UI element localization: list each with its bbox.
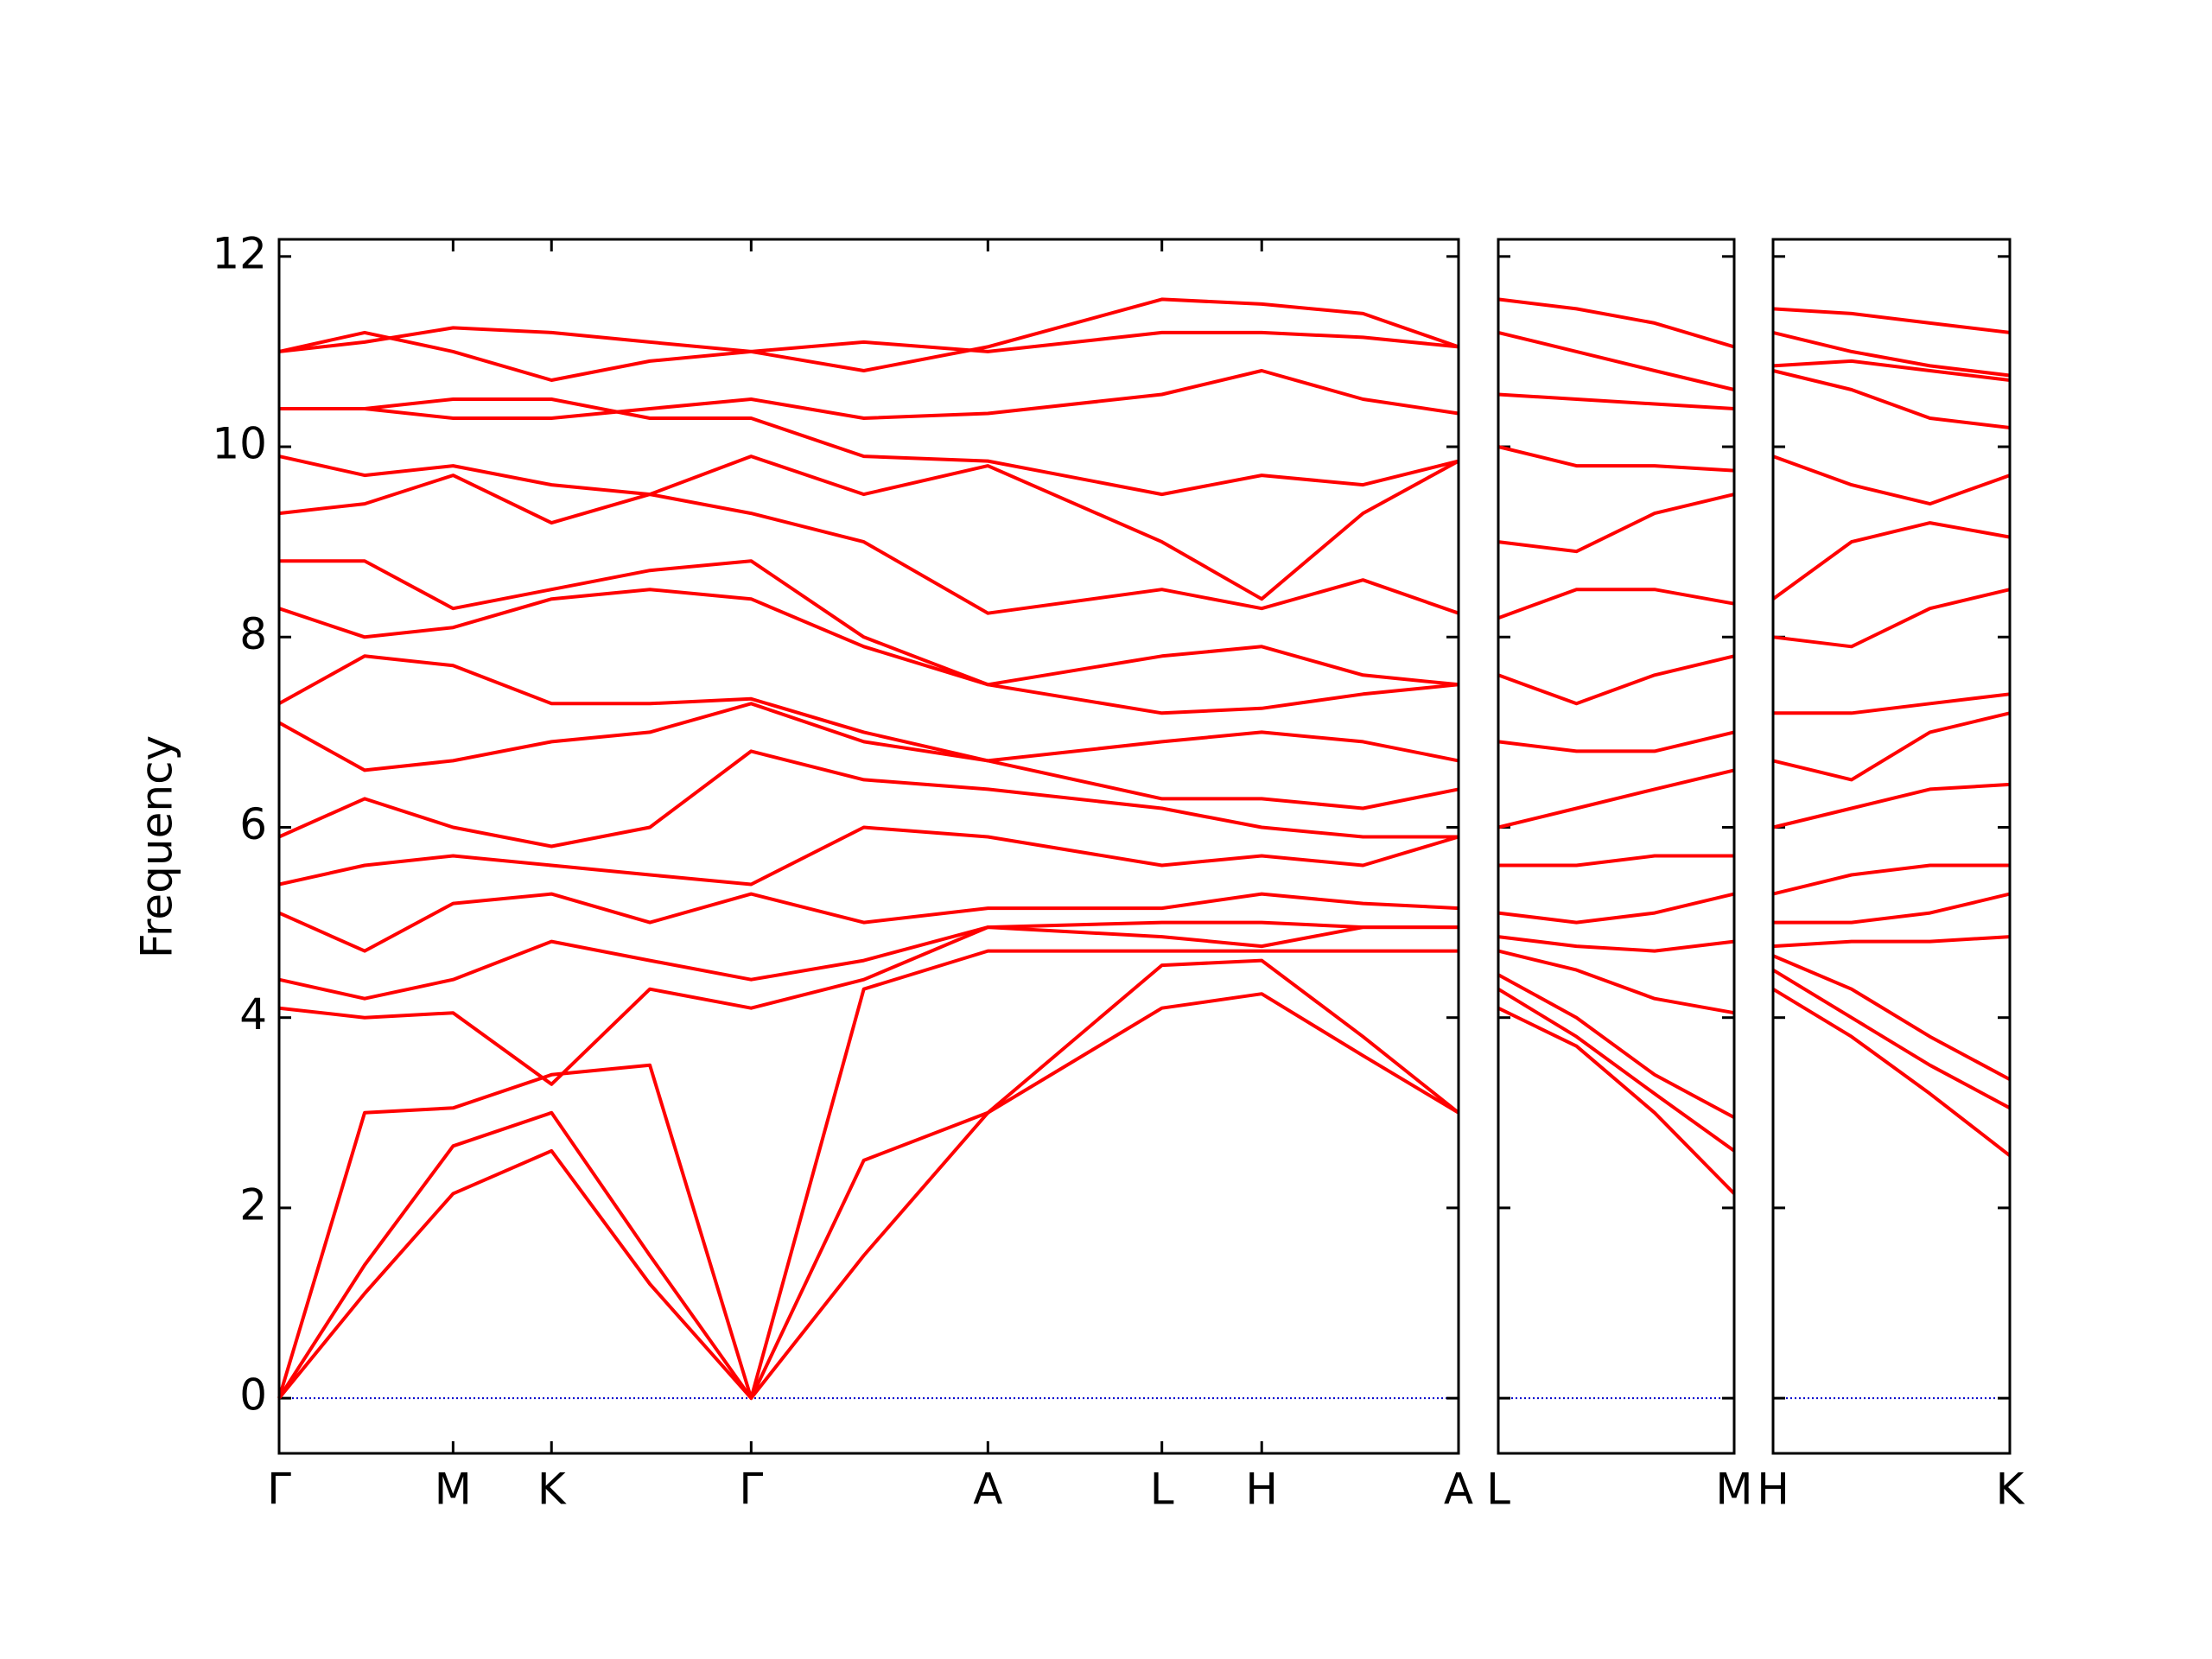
band-line bbox=[1773, 892, 2011, 925]
y-tick-label: 12 bbox=[212, 228, 267, 278]
x-tick-label: A bbox=[973, 1465, 1002, 1515]
band-line bbox=[1773, 692, 2011, 715]
band-line bbox=[1497, 445, 1735, 473]
band-line bbox=[278, 825, 1459, 887]
band-line bbox=[1772, 935, 2011, 949]
band-line bbox=[278, 297, 1459, 372]
band-line bbox=[1497, 654, 1735, 706]
x-tick-label: Γ bbox=[739, 1465, 763, 1515]
band-line bbox=[278, 330, 1459, 382]
y-tick-label: 0 bbox=[239, 1370, 267, 1421]
band-line bbox=[277, 949, 1459, 1401]
band-line bbox=[278, 925, 1459, 1086]
band-line bbox=[277, 992, 1460, 1401]
band-line bbox=[1497, 949, 1735, 1015]
band-line bbox=[1498, 854, 1734, 868]
band-line bbox=[1772, 863, 2010, 896]
band-line bbox=[1497, 588, 1735, 620]
band-line bbox=[1497, 730, 1735, 753]
band-line bbox=[1497, 892, 1735, 925]
band-line bbox=[279, 559, 1459, 687]
x-tick-label: M bbox=[435, 1465, 472, 1515]
band-line bbox=[278, 654, 1459, 763]
band-line bbox=[278, 454, 1459, 601]
band-line bbox=[277, 958, 1460, 1401]
band-line bbox=[278, 588, 1459, 715]
plot-frame bbox=[277, 238, 1460, 1455]
band-line bbox=[1772, 330, 2011, 378]
band-line bbox=[1771, 521, 2011, 601]
x-tick-label: L bbox=[1486, 1465, 1510, 1515]
band-line bbox=[1771, 968, 2011, 1110]
plot-frame bbox=[1497, 238, 1736, 1455]
y-tick-label: 8 bbox=[239, 609, 267, 659]
band-line bbox=[1497, 935, 1735, 953]
band-line bbox=[1497, 768, 1735, 830]
x-tick-label: Γ bbox=[267, 1465, 291, 1515]
band-line bbox=[1497, 297, 1735, 349]
x-tick-label: M bbox=[1715, 1465, 1752, 1515]
band-line bbox=[279, 397, 1459, 497]
band-line bbox=[1497, 392, 1735, 410]
band-line bbox=[1497, 973, 1735, 1120]
band-line bbox=[1771, 987, 2012, 1157]
band-line bbox=[1772, 954, 2011, 1082]
band-line bbox=[278, 474, 1459, 615]
band-line bbox=[1497, 330, 1735, 391]
y-axis-label: Frequency bbox=[132, 735, 182, 958]
band-line bbox=[1772, 369, 2011, 429]
band-line bbox=[1772, 711, 2011, 782]
band-line bbox=[278, 749, 1459, 849]
x-tick-label: H bbox=[1245, 1465, 1278, 1515]
x-tick-label: K bbox=[1996, 1465, 2025, 1515]
band-line bbox=[1497, 493, 1735, 554]
band-line bbox=[1497, 987, 1736, 1153]
band-line bbox=[278, 920, 1459, 1001]
band-line bbox=[1772, 359, 2011, 382]
y-tick-label: 10 bbox=[212, 419, 267, 469]
band-line bbox=[278, 702, 1459, 810]
band-line bbox=[279, 369, 1459, 420]
y-tick-label: 2 bbox=[239, 1179, 267, 1230]
band-line bbox=[1772, 782, 2011, 830]
band-line bbox=[1772, 588, 2011, 649]
band-line bbox=[1497, 1006, 1736, 1195]
x-tick-label: A bbox=[1444, 1465, 1473, 1515]
band-line bbox=[1772, 307, 2011, 334]
band-line bbox=[278, 892, 1459, 953]
x-tick-label: H bbox=[1757, 1465, 1789, 1515]
band-line bbox=[1772, 454, 2011, 506]
y-tick-label: 4 bbox=[239, 989, 267, 1039]
y-tick-label: 6 bbox=[239, 799, 267, 849]
plot-frame bbox=[1771, 238, 2012, 1455]
x-tick-label: K bbox=[537, 1465, 567, 1515]
x-tick-label: L bbox=[1150, 1465, 1174, 1515]
